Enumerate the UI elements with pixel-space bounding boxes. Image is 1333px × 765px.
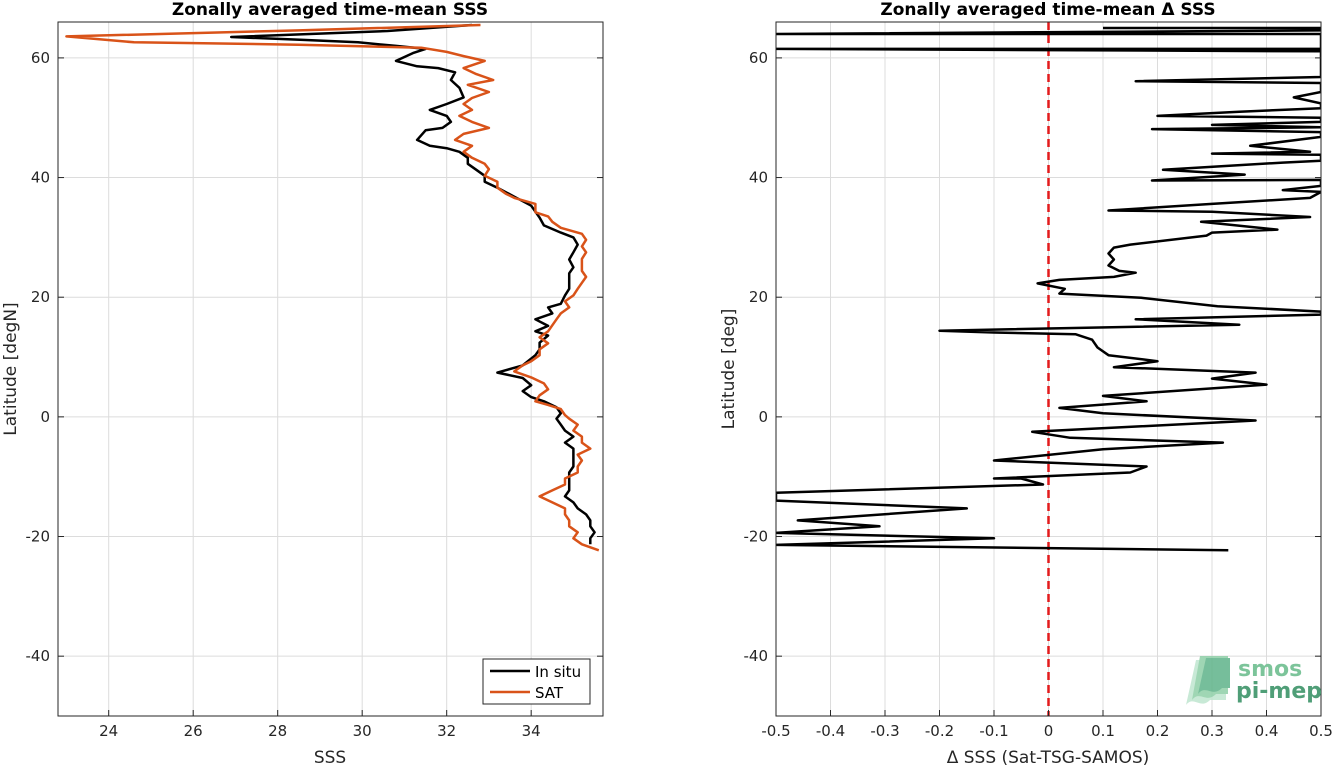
left-x-axis-label: SSS <box>314 748 346 765</box>
y-tick-label: 60 <box>31 49 50 67</box>
x-tick-label: 0.2 <box>1146 722 1170 740</box>
x-tick-label: 24 <box>99 722 118 740</box>
series-sat-line <box>65 23 600 552</box>
x-tick-label: 28 <box>268 722 287 740</box>
y-tick-label: -40 <box>26 647 51 665</box>
y-tick-label: -20 <box>744 528 769 546</box>
logo-wave-icon <box>1186 656 1230 705</box>
x-tick-label: -0.2 <box>925 722 954 740</box>
right-chart-panel: -0.5 -0.4 -0.3 -0.2 -0.1 0 0.1 0.2 0.3 0.4 0.5 -40 -… <box>719 0 1333 765</box>
right-chart-title: Zonally averaged time-mean Δ SSS <box>880 0 1215 20</box>
x-tick-label: 0.5 <box>1309 722 1333 740</box>
legend-box <box>482 658 591 705</box>
y-tick-label: 60 <box>749 49 768 67</box>
legend: In situ SAT <box>482 658 591 705</box>
right-ticks: -0.5 -0.4 -0.3 -0.2 -0.1 0 0.1 0.2 0.3 0.4 0.5 -40 -… <box>744 49 1333 740</box>
logo-text-smos: smos <box>1238 657 1302 682</box>
y-tick-label: 0 <box>758 408 768 426</box>
y-tick-label: -40 <box>744 647 769 665</box>
left-ticks: 24 26 28 30 32 34 -40 -20 0 20 40 60 <box>26 49 603 740</box>
y-tick-label: 40 <box>31 169 50 187</box>
x-tick-label: 0.1 <box>1091 722 1115 740</box>
y-tick-label: -20 <box>26 528 51 546</box>
left-chart-panel: 24 26 28 30 32 34 -40 -20 0 20 40 60 Zonally averag… <box>1 0 604 765</box>
y-tick-label: 20 <box>749 288 768 306</box>
smos-pi-mep-logo: smos pi-mep <box>1186 656 1322 705</box>
logo-text-pi-mep: pi-mep <box>1236 679 1322 704</box>
right-y-axis-label: Latitude [deg] <box>719 309 739 430</box>
y-tick-label: 40 <box>749 169 768 187</box>
x-tick-label: 30 <box>353 722 372 740</box>
x-tick-label: 32 <box>437 722 456 740</box>
y-tick-label: 20 <box>31 288 50 306</box>
legend-in-situ-label: In situ <box>535 663 581 681</box>
x-tick-label: -0.4 <box>816 722 845 740</box>
x-tick-label: -0.1 <box>979 722 1008 740</box>
legend-sat-label: SAT <box>535 684 564 702</box>
series-in-situ-line <box>229 23 596 545</box>
x-tick-label: -0.3 <box>870 722 899 740</box>
left-y-axis-label: Latitude [degN] <box>1 302 21 435</box>
x-tick-label: -0.5 <box>761 722 790 740</box>
series-delta-sss-line <box>776 26 1321 552</box>
x-tick-label: 26 <box>184 722 203 740</box>
left-plot-area <box>58 22 603 716</box>
left-chart-title: Zonally averaged time-mean SSS <box>172 0 488 20</box>
x-tick-label: 0.4 <box>1255 722 1279 740</box>
left-axes-box <box>57 21 604 717</box>
left-grid <box>58 22 603 716</box>
y-tick-label: 0 <box>40 408 50 426</box>
right-x-axis-label: Δ SSS (Sat-TSG-SAMOS) <box>947 748 1150 765</box>
x-tick-label: 0.3 <box>1200 722 1224 740</box>
x-tick-label: 34 <box>522 722 541 740</box>
x-tick-label: 0 <box>1044 722 1054 740</box>
